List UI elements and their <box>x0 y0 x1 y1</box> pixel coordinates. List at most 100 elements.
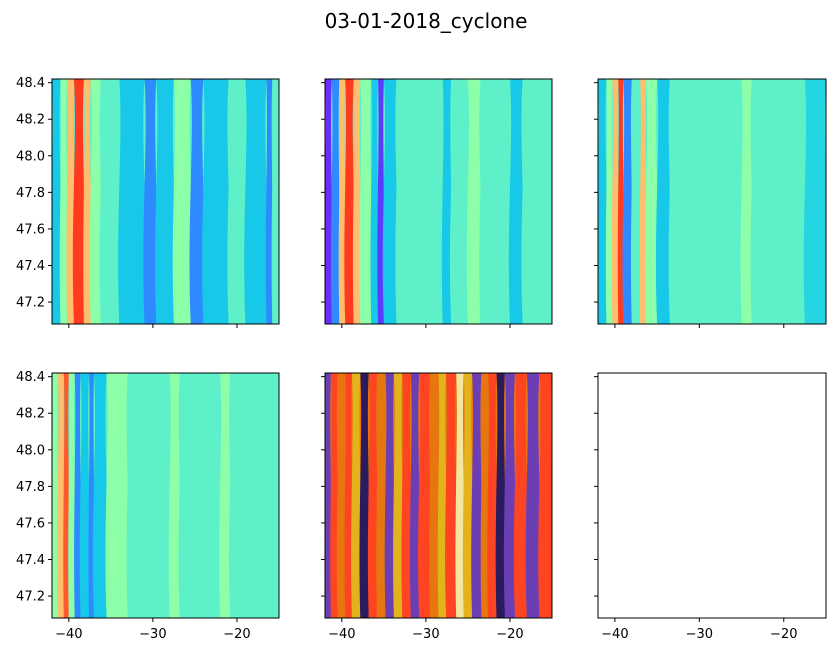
contour-band-4 <box>352 79 362 324</box>
contour-band-20 <box>487 373 498 618</box>
contour-fill <box>52 79 279 324</box>
y-tick-label: 48.2 <box>16 113 45 128</box>
contour-band-5 <box>630 79 642 324</box>
contour-band-9 <box>393 373 404 618</box>
contour-band-7 <box>645 79 659 324</box>
contour-band-15 <box>445 373 458 618</box>
contour-band-6 <box>639 79 647 324</box>
contour-band-2 <box>338 79 346 324</box>
y-tick-label: 48.0 <box>16 149 45 164</box>
contour-band-2 <box>336 373 346 618</box>
contour-band-9 <box>126 373 171 618</box>
contour-band-6 <box>367 373 378 618</box>
contour-band-1 <box>59 79 68 324</box>
x-tick-label: −40 <box>328 627 355 642</box>
subplot-row1-col3 <box>594 78 827 328</box>
subplot-grid: 47.2 47.4 47.6 47.8 48.0 48.2 48.4 47.2 47.4 47.6… <box>16 76 827 642</box>
contour-band-10 <box>168 373 181 618</box>
contour-band-6 <box>370 79 379 324</box>
contour-band-2 <box>66 79 75 324</box>
contour-band-11 <box>178 373 222 618</box>
figure-title: 03-01-2018_cyclone <box>325 9 528 33</box>
y-tick-label: 47.2 <box>16 296 45 311</box>
contour-band-7 <box>376 373 387 618</box>
contour-band-3 <box>72 79 85 324</box>
contour-band-0 <box>325 373 332 618</box>
contour-band-24 <box>525 373 541 618</box>
contour-band-11 <box>750 79 807 324</box>
contour-band-25 <box>538 373 552 618</box>
contour-band-23 <box>513 373 528 618</box>
x-tick-label: −30 <box>412 627 439 642</box>
subplot-row2-col3: −40 −30 −20 <box>594 372 827 642</box>
y-tick-label: 48.0 <box>16 443 45 458</box>
contour-band-14 <box>508 79 524 324</box>
contour-band-3 <box>617 79 624 324</box>
contour-band-11 <box>189 79 205 324</box>
contour-band-5 <box>359 373 370 618</box>
contour-band-21 <box>495 373 506 618</box>
contour-band-0 <box>325 79 333 324</box>
contour-band-7 <box>377 79 385 324</box>
plot-area <box>598 373 826 618</box>
contour-band-15 <box>265 79 273 324</box>
x-tick-label: −30 <box>139 627 166 642</box>
contour-band-14 <box>244 79 268 324</box>
contour-band-16 <box>271 79 279 324</box>
contour-band-5 <box>359 79 373 324</box>
axes-frame <box>597 372 827 619</box>
y-tick-label: 47.4 <box>16 259 45 274</box>
axes-frame <box>597 78 827 325</box>
contour-band-11 <box>449 79 470 324</box>
contour-band-13 <box>429 373 440 618</box>
contour-band-10 <box>740 79 753 324</box>
axes-frame <box>324 372 553 619</box>
contour-band-1 <box>605 79 613 324</box>
contour-band-7 <box>118 79 146 324</box>
y-tick-label: 48.4 <box>16 370 45 385</box>
y-tick-label: 47.2 <box>16 590 45 605</box>
contour-band-9 <box>155 79 176 324</box>
contour-band-4 <box>74 373 82 618</box>
contour-band-8 <box>655 79 671 324</box>
contour-band-3 <box>344 373 353 618</box>
contour-band-4 <box>622 79 633 324</box>
contour-band-3 <box>68 373 76 618</box>
x-tick-label: −20 <box>496 627 523 642</box>
x-tick-label: −20 <box>223 627 250 642</box>
contour-band-12 <box>803 79 826 324</box>
subplot-row2-col2: −40 −30 −20 <box>321 372 553 642</box>
axes-frame <box>324 78 553 325</box>
subplot-row2-col1: 47.2 47.4 47.6 47.8 48.0 48.2 48.4 −40 −30 −20 <box>16 370 280 642</box>
contour-band-9 <box>395 79 444 324</box>
contour-band-8 <box>105 373 129 618</box>
contour-band-9 <box>668 79 743 324</box>
axes-frame <box>51 78 280 325</box>
contour-band-22 <box>503 373 517 618</box>
contour-band-19 <box>480 373 489 618</box>
contour-band-0 <box>52 373 59 618</box>
contour-band-10 <box>441 79 452 324</box>
y-tick-label: 47.6 <box>16 222 45 237</box>
contour-band-12 <box>219 373 232 618</box>
subplot-row1-col1: 47.2 47.4 47.6 47.8 48.0 48.2 48.4 <box>16 76 280 328</box>
contour-band-12 <box>418 373 432 618</box>
contour-band-11 <box>409 373 421 618</box>
contour-band-10 <box>172 79 192 324</box>
contour-fill <box>325 373 552 618</box>
contour-band-13 <box>479 79 512 324</box>
contour-fill <box>325 79 552 324</box>
y-tick-label: 48.4 <box>16 76 45 91</box>
contour-band-17 <box>462 373 473 618</box>
contour-band-3 <box>344 79 355 324</box>
contour-band-7 <box>92 373 108 618</box>
y-tick-label: 47.8 <box>16 480 45 495</box>
x-tick-label: −30 <box>686 627 713 642</box>
contour-band-5 <box>89 79 102 324</box>
contour-band-8 <box>143 79 158 324</box>
y-tick-label: 47.4 <box>16 553 45 568</box>
contour-band-1 <box>330 79 341 324</box>
axes-frame <box>51 372 280 619</box>
contour-fill <box>598 79 826 324</box>
